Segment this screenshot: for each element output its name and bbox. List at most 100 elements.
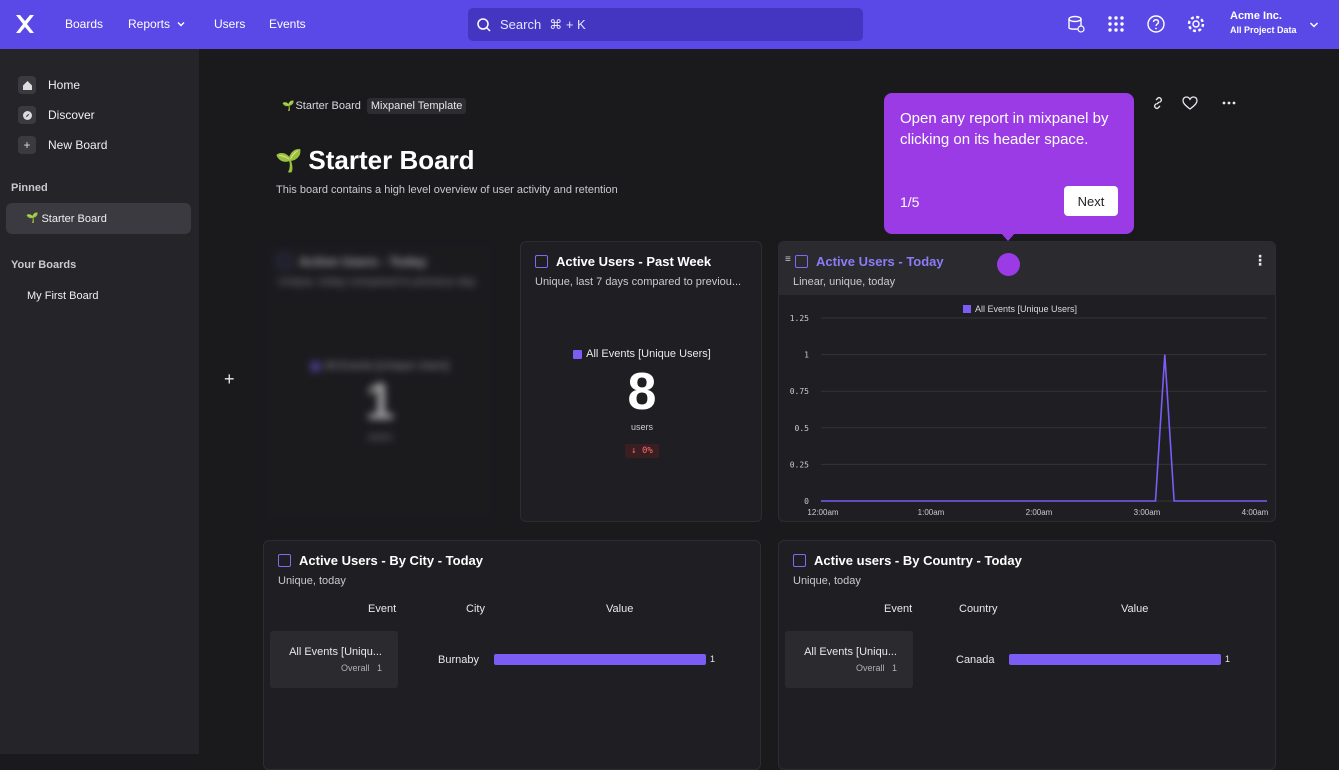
account-name: Acme Inc. [1230,10,1282,22]
nav-reports[interactable]: Reports [128,17,186,31]
x-tick-label: 1:00am [918,508,945,517]
legend-swatch [573,349,583,359]
y-tick-label: 1 [804,351,809,360]
report-card-active-users-by-country[interactable]: Active users - By Country - Today Unique… [778,540,1276,770]
breadcrumb: 🌱 Starter Board Mixpanel Template [282,98,467,114]
nav-events[interactable]: Events [269,17,306,31]
top-navigation-bar: Boards Reports Users Events Search ⌘ + K… [0,0,1339,49]
metric-value: 8 [627,363,657,421]
event-cell[interactable]: All Events [Uniqu... Overall 1 [270,631,398,688]
metric-unit: users [630,422,653,432]
legend-label: All Events [Unique Users] [586,348,711,360]
event-overall: Overall 1 [341,663,382,673]
board-description[interactable]: This board contains a high level overvie… [276,184,618,196]
gear-icon[interactable] [1186,14,1206,34]
legend-label: All Events [Unique Users] [324,360,449,372]
metric-unit: users [367,432,393,443]
more-horizontal-icon[interactable] [1221,96,1237,110]
home-icon [18,76,36,94]
mixpanel-logo-icon[interactable] [14,13,36,35]
tour-beacon[interactable] [997,253,1020,276]
report-card-active-users-past-week[interactable]: Active Users - Past Week Unique, last 7 … [520,241,762,522]
sidebar-item-starter-board[interactable]: 🌱 Starter Board [6,203,191,234]
card-menu-icon[interactable]: ⋮ [1253,252,1267,268]
y-tick-label: 0 [804,497,809,506]
overall-value: 1 [891,663,897,673]
card-subtitle: Linear, unique, today [793,276,896,288]
search-label: Search [500,17,542,32]
chevron-down-icon[interactable] [1308,19,1320,31]
database-settings-icon[interactable] [1066,14,1086,34]
overall-value: 1 [376,663,382,673]
legend-label: All Events [Unique Users] [975,304,1077,314]
metric-block: All Events [Unique Users] 1 users [264,360,494,443]
legend-swatch [963,305,971,313]
heart-icon[interactable] [1182,96,1198,110]
card-header[interactable] [779,242,1275,295]
sidebar: Home Discover + New Board Pinned 🌱 Start… [0,49,199,754]
report-card-active-users-today-blurred[interactable]: Active Users - Today Unique, today compa… [263,241,495,522]
account-switcher[interactable]: Acme Inc. All Project Data [1230,10,1297,35]
event-name: All Events [Uniqu... [804,646,897,658]
bar-value: 1 [1225,654,1231,664]
sidebar-item-home[interactable]: Home [18,76,80,94]
sprout-icon: 🌱 [26,213,39,224]
line-chart: All Events [Unique Users] 0 0.25 0.5 0.75 1 1.… [790,304,1269,517]
add-row-button[interactable]: + [224,369,235,389]
x-tick-label: 2:00am [1026,508,1053,517]
template-badge: Mixpanel Template [366,98,467,114]
nav-boards[interactable]: Boards [65,17,104,31]
line-chart-icon [535,255,548,268]
x-tick-label: 3:00am [1134,508,1161,517]
tooltip-text: Open any report in mixpanel by clicking … [900,110,1109,148]
card-title[interactable]: Active Users - Today [795,254,944,269]
column-header-value[interactable]: Value [606,603,634,615]
tooltip-step: 1/5 [900,194,920,210]
sidebar-item-label: Discover [48,108,95,122]
card-title-text: Active Users - Today [816,254,944,269]
link-icon[interactable] [1151,96,1165,110]
sidebar-item-label: New Board [48,138,108,152]
card-title-text: Active Users - Today [299,254,427,269]
column-header-city[interactable]: City [466,603,485,615]
sidebar-item-label: Home [48,78,81,92]
column-header-value[interactable]: Value [1121,603,1149,615]
metric-legend: All Events [Unique Users] [521,348,761,360]
next-button[interactable]: Next [1064,186,1118,216]
event-cell[interactable]: All Events [Uniqu... Overall 1 [785,631,913,688]
pinned-heading: Pinned [11,182,48,194]
value-bar[interactable] [1009,654,1221,665]
line-chart-icon [793,554,806,567]
event-name: All Events [Uniqu... [289,646,382,658]
sidebar-item-new-board[interactable]: + New Board [18,136,107,154]
card-title[interactable]: Active Users - By City - Today [278,553,483,568]
chevron-down-icon [177,22,185,27]
sidebar-item-discover[interactable]: Discover [18,106,95,124]
metric-value: 1 [365,373,395,431]
apps-grid-icon[interactable] [1106,14,1126,34]
overall-label: Overall [340,663,370,673]
page-title[interactable]: 🌱 Starter Board [275,145,475,176]
search-input[interactable]: Search ⌘ + K [468,8,863,41]
card-title[interactable]: Active Users - Today [278,254,427,269]
value-bar[interactable] [494,654,706,665]
column-header-country[interactable]: Country [959,603,998,615]
nav-reports-label: Reports [128,17,171,31]
column-header-event[interactable]: Event [884,603,913,615]
sidebar-item-my-first-board[interactable]: My First Board [27,290,99,302]
tooltip-arrow [1000,232,1016,241]
column-header-event[interactable]: Event [368,603,397,615]
help-icon[interactable] [1146,14,1166,34]
card-subtitle: Unique, today compared to previous day [278,276,476,288]
onboarding-tooltip: Open any report in mixpanel by clicking … [884,93,1134,241]
bar-value: 1 [710,654,716,664]
drag-handle-icon[interactable]: ≡ [785,254,791,265]
card-title[interactable]: Active Users - Past Week [535,254,711,269]
y-tick-label: 0.25 [790,460,809,469]
metric-legend: All Events [Unique Users] [264,360,494,372]
breadcrumb-board[interactable]: Starter Board [295,100,361,112]
nav-users[interactable]: Users [214,17,246,31]
report-card-active-users-by-city[interactable]: Active Users - By City - Today Unique, t… [263,540,761,770]
card-title[interactable]: Active users - By Country - Today [793,553,1022,568]
report-card-active-users-today[interactable]: ≡ Active Users - Today Linear, unique, t… [778,241,1276,522]
